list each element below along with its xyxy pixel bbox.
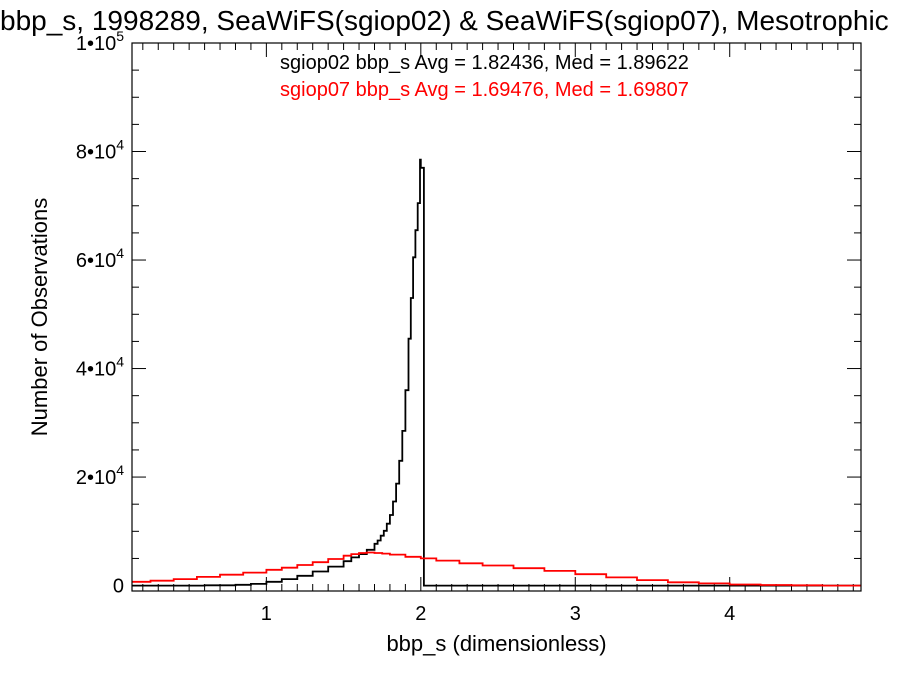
y-axis-label: Number of Observations xyxy=(27,198,52,436)
annotation-line: sgiop02 bbp_s Avg = 1.82436, Med = 1.896… xyxy=(280,52,689,74)
x-tick-label: 4 xyxy=(724,603,735,625)
annotation-line: sgiop07 bbp_s Avg = 1.69476, Med = 1.698… xyxy=(280,79,689,101)
x-tick-label: 2 xyxy=(415,603,426,625)
x-axis-label: bbp_s (dimensionless) xyxy=(386,631,606,656)
y-tick-label: 2•104 xyxy=(76,462,124,489)
y-tick-label: 0 xyxy=(113,576,124,598)
x-tick-label: 1 xyxy=(261,603,272,625)
y-tick-label: 6•104 xyxy=(76,245,124,272)
y-tick-label: 4•104 xyxy=(76,354,124,381)
y-tick-label: 8•104 xyxy=(76,137,124,164)
annotations: sgiop02 bbp_s Avg = 1.82436, Med = 1.896… xyxy=(280,52,689,101)
series-sgiop02-line xyxy=(132,158,861,587)
series-sgiop07-line xyxy=(132,551,861,587)
y-tick-label: 1•105 xyxy=(76,28,124,55)
chart-title: bbp_s, 1998289, SeaWiFS(sgiop02) & SeaWi… xyxy=(0,5,889,36)
x-tick-label: 3 xyxy=(570,603,581,625)
plot-frame xyxy=(131,42,862,592)
series-layer xyxy=(132,158,861,587)
y-axis-ticks: 0 2•104 4•104 6•104 8•104 1•105 xyxy=(76,28,861,598)
